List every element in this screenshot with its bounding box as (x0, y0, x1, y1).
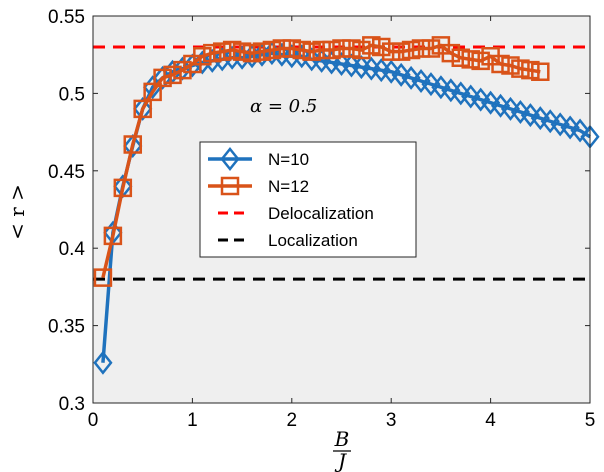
data-point (212, 47, 232, 72)
data-point (123, 134, 143, 159)
data-point (471, 87, 491, 112)
legend-item-n-10: N=10 (208, 146, 309, 172)
legend-item-localization: Localization (218, 231, 358, 250)
legend-label: Delocalization (268, 204, 374, 223)
x-tick-label: 4 (485, 410, 496, 431)
data-point (362, 36, 381, 55)
data-point (93, 268, 113, 287)
legend: N=10 N=12 Delocalization Localization (199, 141, 417, 258)
data-point (501, 56, 520, 75)
legend-marker (220, 146, 240, 172)
series-n-12 (93, 36, 550, 287)
data-point (372, 37, 391, 57)
x-tick-label: 1 (187, 410, 198, 431)
data-point (113, 178, 133, 198)
data-point (342, 39, 361, 58)
x-tick-label: 5 (585, 410, 596, 431)
data-point (421, 72, 441, 97)
data-point (282, 39, 302, 58)
y-tick-label: 0.4 (59, 239, 86, 260)
data-point (441, 43, 461, 63)
data-point (401, 65, 421, 90)
data-point (202, 48, 222, 73)
y-tick-label: 0.35 (48, 317, 85, 338)
data-point (232, 42, 252, 61)
legend-label: N=10 (268, 150, 309, 169)
series-layer (93, 36, 600, 375)
data-point (133, 96, 153, 121)
y-tick-label: 0.55 (48, 7, 85, 28)
y-axis-label: < r > (5, 184, 29, 240)
data-point (451, 81, 471, 106)
data-point (500, 96, 521, 121)
y-tick-label: 0.3 (59, 394, 85, 415)
data-point (461, 50, 480, 69)
alpha-annotation: α = 0.5 (250, 96, 317, 117)
data-point (411, 69, 431, 94)
x-axis-label-denominator: J (334, 449, 347, 472)
x-axis-label-numerator: B (334, 427, 350, 451)
data-point (570, 118, 590, 143)
data-point (531, 62, 550, 81)
data-point (480, 90, 501, 115)
data-point (481, 46, 500, 66)
data-point (540, 109, 560, 134)
data-point (391, 62, 411, 87)
data-point (292, 44, 312, 69)
legend-label: Localization (268, 231, 358, 250)
legend-marker (220, 176, 240, 196)
data-point (441, 78, 461, 103)
data-point (530, 106, 550, 131)
data-point (93, 350, 113, 375)
series-line (101, 43, 541, 279)
y-tick-label: 0.45 (48, 162, 85, 183)
plot-frame (92, 15, 591, 404)
data-point (520, 103, 540, 128)
data-point (431, 75, 451, 100)
data-point (550, 112, 570, 137)
data-point (490, 93, 511, 118)
data-point (511, 59, 530, 78)
data-point (232, 45, 252, 70)
data-point (521, 60, 540, 80)
data-point (560, 115, 580, 140)
y-tick-label: 0.5 (59, 84, 85, 105)
data-point (461, 84, 481, 109)
data-point (510, 99, 531, 124)
data-point (123, 135, 143, 154)
legend-label: N=12 (268, 177, 309, 196)
data-point (292, 40, 311, 60)
x-axis-label: B J (333, 427, 351, 472)
y-axis: 0.3 0.35 0.4 0.45 0.5 0.55 (48, 7, 590, 415)
data-point (381, 59, 401, 84)
legend-item-n-12: N=12 (208, 176, 309, 196)
data-point (491, 54, 510, 74)
data-point (451, 48, 471, 68)
legend-item-delocalization: Delocalization (218, 204, 374, 223)
data-point (431, 36, 451, 55)
data-point (103, 226, 123, 246)
data-point (222, 40, 242, 60)
x-tick-label: 3 (386, 410, 397, 431)
x-axis: 0 1 2 3 4 5 (88, 16, 596, 431)
x-tick-label: 0 (88, 410, 99, 431)
x-tick-label: 2 (287, 410, 298, 431)
